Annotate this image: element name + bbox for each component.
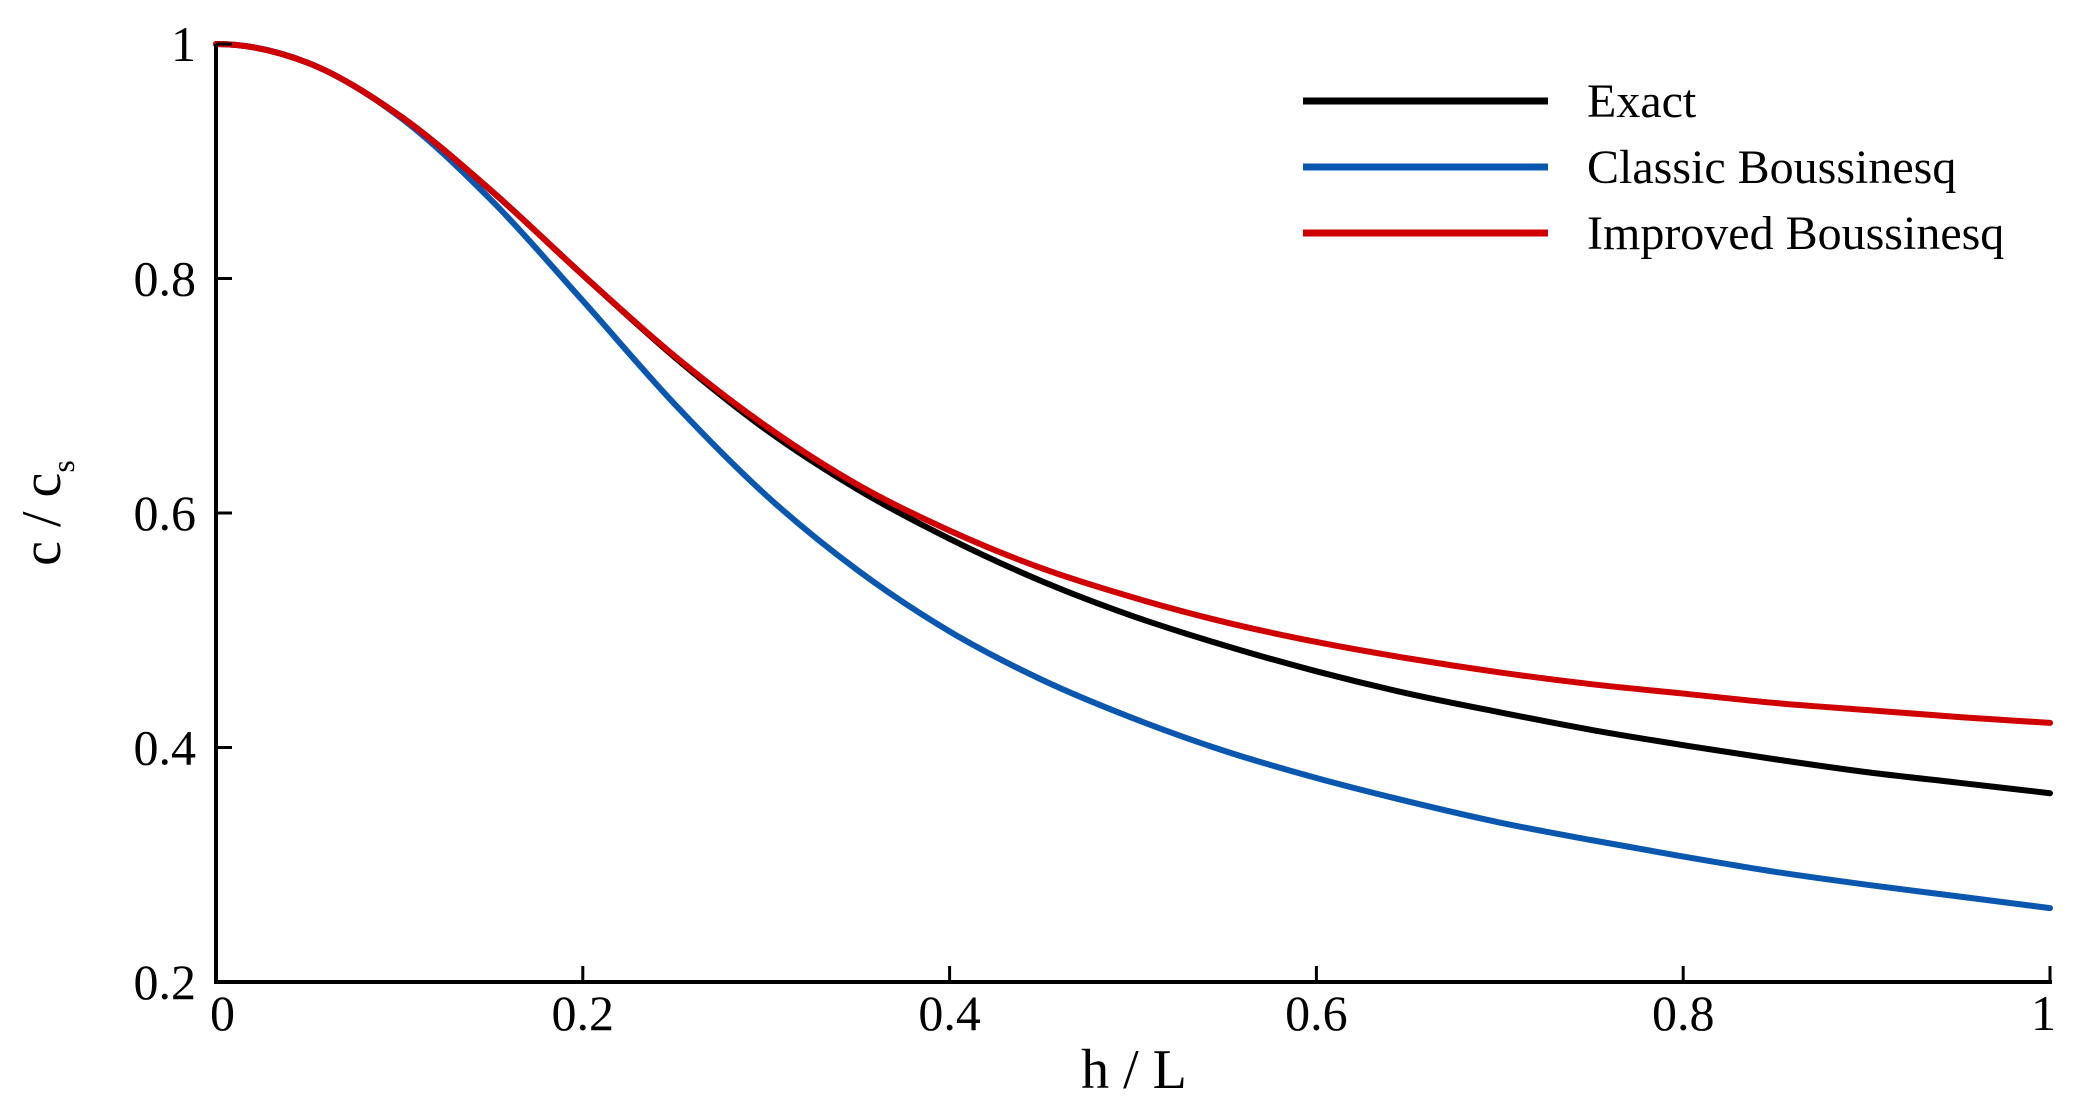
y-tick-label: 0.4 [134, 720, 197, 776]
y-axis-title-base: c / c [11, 473, 73, 566]
x-tick-label: 0 [210, 985, 235, 1041]
x-tick-label: 1 [2031, 985, 2056, 1041]
x-tick-label: 0.4 [918, 985, 981, 1041]
legend-label-1: Exact [1587, 75, 1697, 128]
legend-label-3: Improved Boussinesq [1587, 207, 2004, 260]
ticks-layer: 0 0.2 0.4 0.6 0.8 10.20.40.60.81 [134, 16, 2057, 1041]
legend-label-2: Classic Boussinesq [1587, 141, 1956, 194]
x-tick-label: 0.8 [1652, 985, 1715, 1041]
x-axis-title: h / L [1081, 1039, 1187, 1101]
y-tick-label: 1 [171, 16, 196, 72]
series-layer [213, 41, 2053, 912]
legend: Exact Classic Boussinesq Improved Boussine… [1303, 75, 2004, 260]
y-tick-label: 0.8 [134, 251, 197, 307]
y-tick-label: 0.2 [134, 954, 197, 1010]
series-line-3 [213, 41, 2053, 726]
x-tick-label: 0.6 [1285, 985, 1348, 1041]
x-tick-label: 0.2 [552, 985, 615, 1041]
y-tick-label: 0.6 [134, 485, 197, 541]
series-line-2 [213, 41, 2053, 912]
y-axis-title-subscript: s [45, 460, 81, 472]
y-axis-title: c / cs [11, 460, 81, 566]
